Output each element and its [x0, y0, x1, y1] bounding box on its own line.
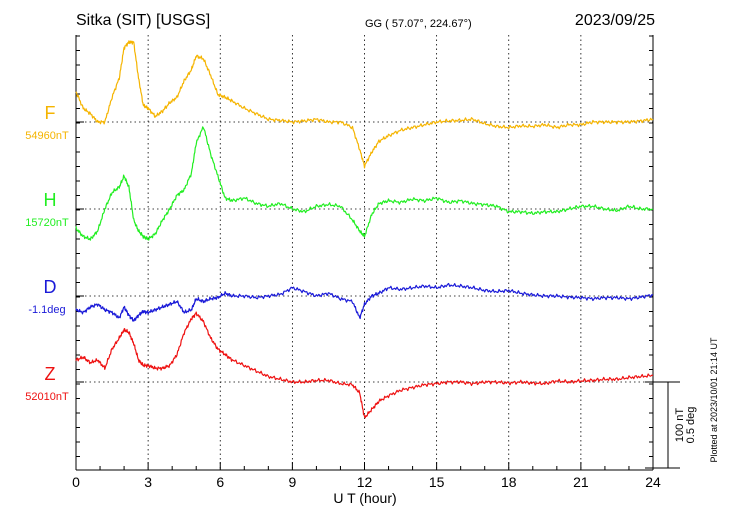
plotted-timestamp: Plotted at 2023/10/01 21:14 UT: [709, 337, 719, 463]
series-line-h: [75, 126, 654, 241]
series-line-d: [75, 282, 654, 322]
scale-bar: 100 nT 0.5 deg: [645, 381, 697, 469]
scale-bar-nt: 100 nT: [674, 408, 686, 443]
grid-lines: [76, 35, 653, 470]
station-title: Sitka (SIT) [USGS]: [76, 12, 210, 29]
series-layer: [75, 40, 654, 419]
coords-label: GG ( 57.07°, 224.67°): [365, 18, 472, 30]
series-name-z: Z: [45, 364, 56, 384]
x-tick-label: 12: [357, 474, 373, 490]
axis-ticks: [75, 35, 654, 470]
series-baseline-z: 52010nT: [25, 391, 69, 403]
series-line-f: [75, 40, 654, 169]
series-baseline-f: 54960nT: [25, 130, 69, 142]
x-tick-labels: 0 3 6 9 12 15 18 21 24: [72, 474, 661, 490]
x-tick-label: 21: [573, 474, 589, 490]
series-name-d: D: [44, 277, 57, 297]
date-label: 2023/09/25: [575, 12, 655, 29]
x-tick-label: 6: [216, 474, 224, 490]
series-baseline-h: 15720nT: [25, 217, 69, 229]
series-baseline-d: -1.1deg: [28, 304, 65, 316]
x-tick-label: 24: [645, 474, 661, 490]
series-name-h: H: [44, 190, 57, 210]
scale-bar-deg: 0.5 deg: [685, 407, 697, 444]
x-axis-label: U T (hour): [333, 490, 396, 506]
series-line-z: [75, 311, 654, 419]
x-tick-label: 15: [429, 474, 445, 490]
series-labels: F 54960nT H 15720nT D -1.1deg Z 52010nT: [25, 103, 69, 403]
series-name-f: F: [45, 103, 56, 123]
x-tick-label: 18: [501, 474, 517, 490]
x-tick-label: 0: [72, 474, 80, 490]
x-tick-label: 9: [288, 474, 296, 490]
x-tick-label: 3: [144, 474, 152, 490]
